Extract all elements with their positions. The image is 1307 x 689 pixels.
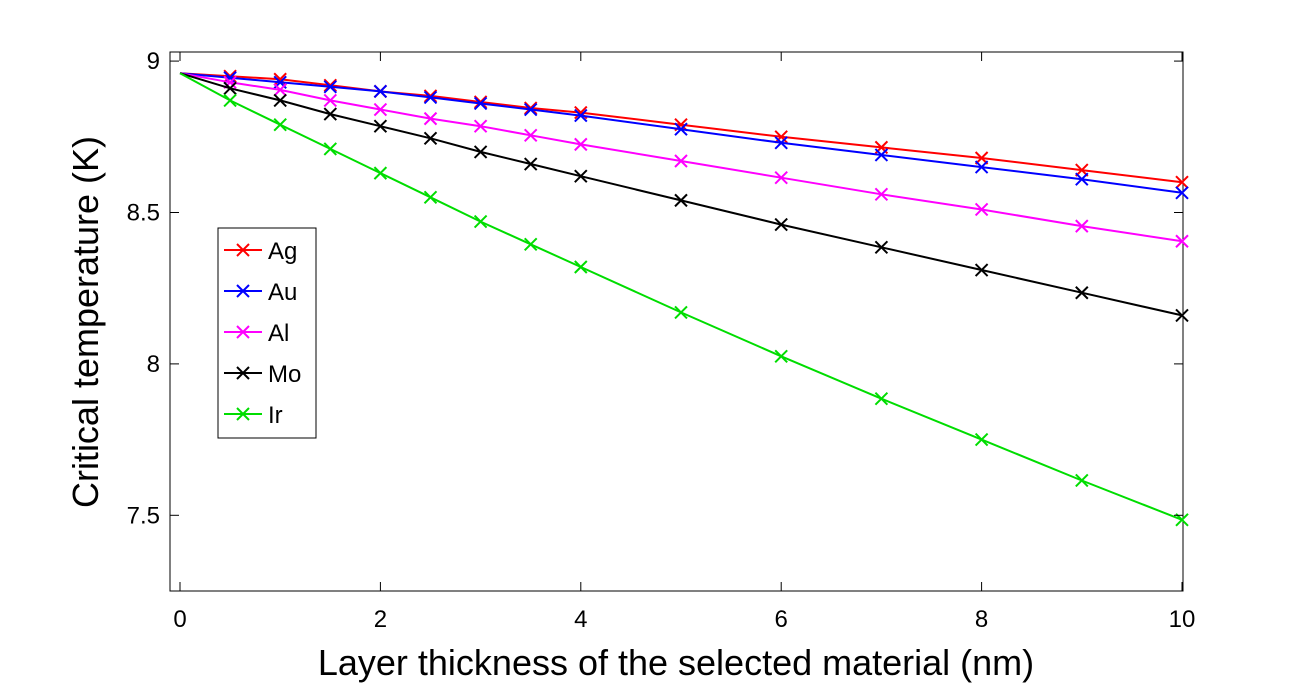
legend-marker <box>236 366 250 380</box>
data-point-au <box>574 108 588 123</box>
y-axis-label: Critical temperature (K) <box>65 136 106 508</box>
legend-marker <box>236 325 250 339</box>
data-point-al <box>473 119 488 133</box>
legend-item-al: Al <box>224 320 289 347</box>
series-mo <box>179 72 1189 323</box>
data-point-mo <box>1075 286 1089 300</box>
data-point-mo <box>574 169 588 183</box>
legend-marker <box>236 407 250 421</box>
legend-marker <box>236 284 250 298</box>
data-point-mo <box>223 81 237 96</box>
data-point-ir <box>323 142 338 156</box>
data-point-mo <box>423 131 438 146</box>
legend-label: Al <box>268 320 289 347</box>
data-point-mo <box>674 193 688 208</box>
legend-item-ag: Ag <box>224 238 297 265</box>
data-point-ir <box>223 93 237 108</box>
data-point-al <box>974 202 989 217</box>
x-tick-label: 2 <box>374 606 387 633</box>
legend-label: Mo <box>268 361 301 388</box>
data-point-au <box>373 84 388 99</box>
data-point-ag <box>473 95 488 109</box>
data-point-ir <box>874 392 889 406</box>
data-point-ir <box>373 166 388 180</box>
data-point-au <box>874 148 889 162</box>
series-ir <box>179 72 1189 527</box>
x-tick-label: 8 <box>975 606 988 633</box>
data-point-mo <box>774 217 788 232</box>
data-point-mo <box>373 119 388 133</box>
series-layer <box>179 69 1189 527</box>
data-point-al <box>373 102 388 117</box>
data-point-ir <box>523 237 538 251</box>
data-point-au <box>423 90 438 105</box>
x-axis-label: Layer thickness of the selected material… <box>318 642 1034 683</box>
data-point-mo <box>1175 308 1189 323</box>
data-point-ag <box>1175 175 1189 189</box>
data-point-ag <box>223 69 237 83</box>
legend-label: Ag <box>268 238 297 265</box>
series-al <box>179 72 1189 248</box>
data-point-al <box>523 128 538 142</box>
data-point-au <box>1175 186 1189 200</box>
legend-item-ir: Ir <box>224 402 283 429</box>
data-point-al <box>874 187 889 202</box>
data-point-au <box>323 80 338 94</box>
x-tick-label: 0 <box>173 606 186 633</box>
data-point-mo <box>273 93 287 108</box>
x-tick-label: 10 <box>1169 606 1196 633</box>
data-point-ir <box>273 117 287 132</box>
data-point-ir <box>974 432 989 447</box>
data-point-ag <box>423 89 438 103</box>
data-point-al <box>273 83 287 97</box>
legend-marker <box>236 243 250 257</box>
tick-layer: 0 2 4 6 8 10 7.5 8 8.5 9 <box>127 48 1196 633</box>
data-point-al <box>323 93 338 108</box>
data-point-al <box>1175 234 1189 248</box>
data-point-mo <box>874 240 889 255</box>
y-tick-label: 9 <box>147 48 160 75</box>
plot-area <box>169 51 1184 592</box>
legend-entries: Ag Au Al Mo Ir <box>224 238 301 429</box>
legend-item-au: Au <box>224 279 297 306</box>
data-point-ir <box>674 305 688 320</box>
x-tick-label: 4 <box>574 606 587 633</box>
data-point-ir <box>423 190 438 205</box>
data-point-al <box>423 111 438 126</box>
data-point-ir <box>1175 513 1189 527</box>
data-point-au <box>523 102 538 117</box>
legend-label: Au <box>268 279 297 306</box>
data-point-ir <box>774 349 788 364</box>
data-point-al <box>774 170 788 185</box>
data-point-ir <box>1075 473 1089 488</box>
data-point-au <box>674 122 688 136</box>
y-tick-label: 7.5 <box>127 502 160 529</box>
data-point-al <box>674 154 688 168</box>
x-tick-label: 6 <box>775 606 788 633</box>
y-tick-label: 8 <box>147 351 160 378</box>
legend-label: Ir <box>268 402 283 429</box>
data-point-mo <box>323 107 338 121</box>
data-point-mo <box>523 157 538 171</box>
data-point-au <box>974 160 989 174</box>
data-point-ag <box>774 130 788 144</box>
data-point-ag <box>323 78 338 93</box>
data-point-au <box>774 136 788 150</box>
data-point-au <box>473 96 488 111</box>
y-tick-label: 8.5 <box>127 199 160 226</box>
legend-item-mo: Mo <box>224 361 301 388</box>
data-point-mo <box>473 145 488 159</box>
data-point-ir <box>574 260 588 274</box>
data-point-au <box>1075 172 1089 186</box>
data-point-al <box>1075 219 1089 233</box>
series-au <box>179 71 1189 200</box>
legend: Ag Au Al Mo Ir <box>217 227 317 439</box>
data-point-ag <box>523 101 538 115</box>
data-point-ir <box>473 214 488 229</box>
data-point-al <box>574 137 588 152</box>
data-point-mo <box>974 263 989 277</box>
